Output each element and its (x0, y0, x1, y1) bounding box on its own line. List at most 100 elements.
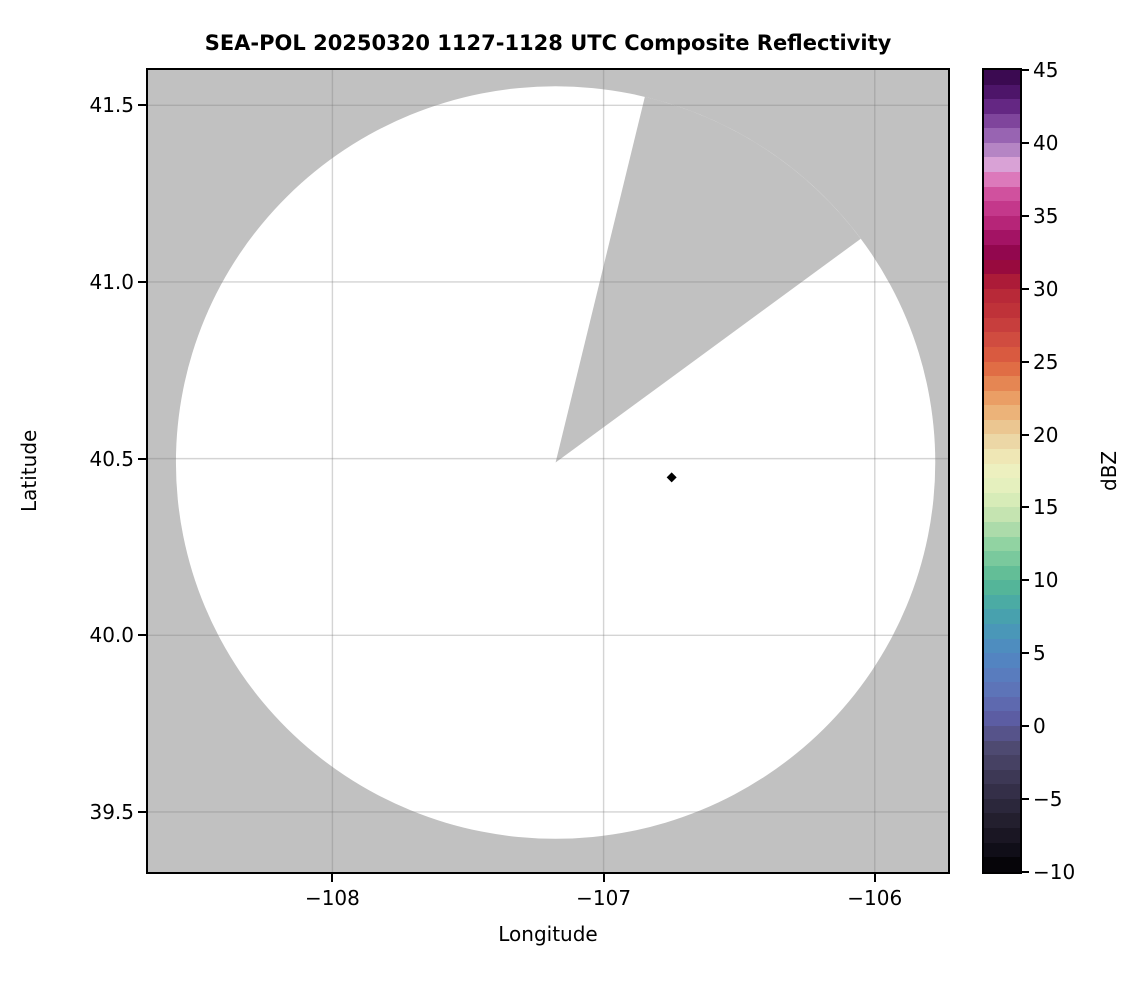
x-tick-label: −108 (304, 886, 360, 910)
radar-plot-canvas (148, 70, 948, 872)
colorbar-step (984, 244, 1020, 260)
colorbar-tick-label: 45 (1033, 58, 1059, 82)
colorbar-step (984, 609, 1020, 624)
colorbar-step (984, 259, 1020, 275)
colorbar-step (984, 274, 1020, 289)
missing-data-sector (555, 96, 861, 463)
colorbar-step (984, 842, 1020, 858)
y-tick (138, 634, 146, 637)
colorbar-step (984, 172, 1020, 187)
colorbar-step (984, 434, 1020, 450)
colorbar-step (984, 711, 1020, 727)
y-axis-label: Latitude (17, 429, 41, 513)
y-tick-label: 39.5 (89, 799, 134, 824)
echo-point (666, 472, 677, 483)
colorbar-tick-label: 5 (1033, 641, 1046, 666)
colorbar-step (984, 740, 1020, 756)
colorbar-step (984, 449, 1020, 464)
y-tick (138, 280, 146, 283)
x-axis-label: Longitude (498, 922, 598, 946)
colorbar-step (984, 580, 1020, 595)
colorbar-tick (1022, 579, 1029, 582)
colorbar-step (984, 521, 1020, 537)
colorbar-tick-label: −5 (1033, 787, 1063, 812)
y-tick-label: 41.5 (89, 93, 134, 118)
colorbar-step (984, 594, 1020, 610)
y-tick (138, 810, 146, 813)
colorbar-step (984, 419, 1020, 435)
colorbar-tick-label: 40 (1033, 130, 1059, 155)
x-tick-label: −107 (576, 886, 632, 910)
chart-title: SEA-POL 20250320 1127-1128 UTC Composite… (204, 31, 892, 55)
colorbar-tick (1022, 652, 1029, 655)
colorbar-tick (1022, 69, 1029, 71)
colorbar-step (984, 303, 1020, 318)
colorbar-step (984, 755, 1020, 770)
colorbar-tick-label: 15 (1033, 495, 1059, 520)
colorbar-tick-label: 20 (1033, 422, 1059, 447)
colorbar-step (984, 565, 1020, 581)
colorbar-step (984, 113, 1020, 129)
colorbar-tick-label: 30 (1033, 276, 1059, 301)
colorbar-step (984, 346, 1020, 362)
colorbar-tick-label: 0 (1033, 714, 1046, 739)
x-tick (873, 874, 876, 882)
colorbar-step (984, 390, 1020, 406)
colorbar-step (984, 828, 1020, 843)
y-tick-label: 40.0 (89, 623, 134, 648)
colorbar-tick (1022, 871, 1029, 873)
colorbar-tick-label: 10 (1033, 568, 1059, 593)
plot-area (146, 68, 950, 874)
colorbar-step (984, 361, 1020, 377)
colorbar-step (984, 288, 1020, 304)
colorbar-step (984, 653, 1020, 668)
colorbar-tick-label: 25 (1033, 349, 1059, 374)
colorbar-step (984, 70, 1020, 85)
y-tick (138, 104, 146, 107)
colorbar-step (984, 376, 1020, 391)
colorbar-tick (1022, 287, 1029, 290)
colorbar-step (984, 99, 1020, 114)
colorbar-step (984, 492, 1020, 508)
colorbar-tick (1022, 725, 1029, 728)
colorbar-step (984, 769, 1020, 785)
x-tick-label: −106 (847, 886, 903, 910)
colorbar-step (984, 784, 1020, 799)
colorbar-tick (1022, 360, 1029, 363)
colorbar-step (984, 317, 1020, 333)
colorbar-step (984, 157, 1020, 173)
colorbar-step (984, 201, 1020, 216)
x-tick (331, 874, 334, 882)
colorbar-step (984, 507, 1020, 522)
y-tick-label: 40.5 (89, 446, 134, 471)
x-tick (602, 874, 605, 882)
colorbar-step (984, 623, 1020, 639)
colorbar-step (984, 215, 1020, 231)
colorbar-tick (1022, 433, 1029, 436)
colorbar-tick-label: −10 (1033, 860, 1076, 884)
y-tick-label: 41.0 (89, 269, 134, 294)
colorbar-step (984, 726, 1020, 741)
colorbar-step (984, 798, 1020, 814)
colorbar (982, 68, 1022, 874)
colorbar-tick-label: 35 (1033, 203, 1059, 228)
colorbar-tick (1022, 798, 1029, 801)
colorbar-step (984, 405, 1020, 420)
colorbar-step (984, 478, 1020, 493)
colorbar-step (984, 667, 1020, 683)
colorbar-step (984, 857, 1020, 872)
colorbar-tick (1022, 214, 1029, 217)
colorbar-step (984, 551, 1020, 566)
colorbar-step (984, 128, 1020, 143)
colorbar-step (984, 696, 1020, 712)
colorbar-step (984, 813, 1020, 829)
colorbar-tick (1022, 141, 1029, 144)
colorbar-step (984, 682, 1020, 697)
y-tick (138, 457, 146, 460)
colorbar-step (984, 186, 1020, 202)
colorbar-step (984, 638, 1020, 654)
colorbar-tick (1022, 506, 1029, 509)
colorbar-step (984, 332, 1020, 347)
colorbar-step (984, 230, 1020, 245)
